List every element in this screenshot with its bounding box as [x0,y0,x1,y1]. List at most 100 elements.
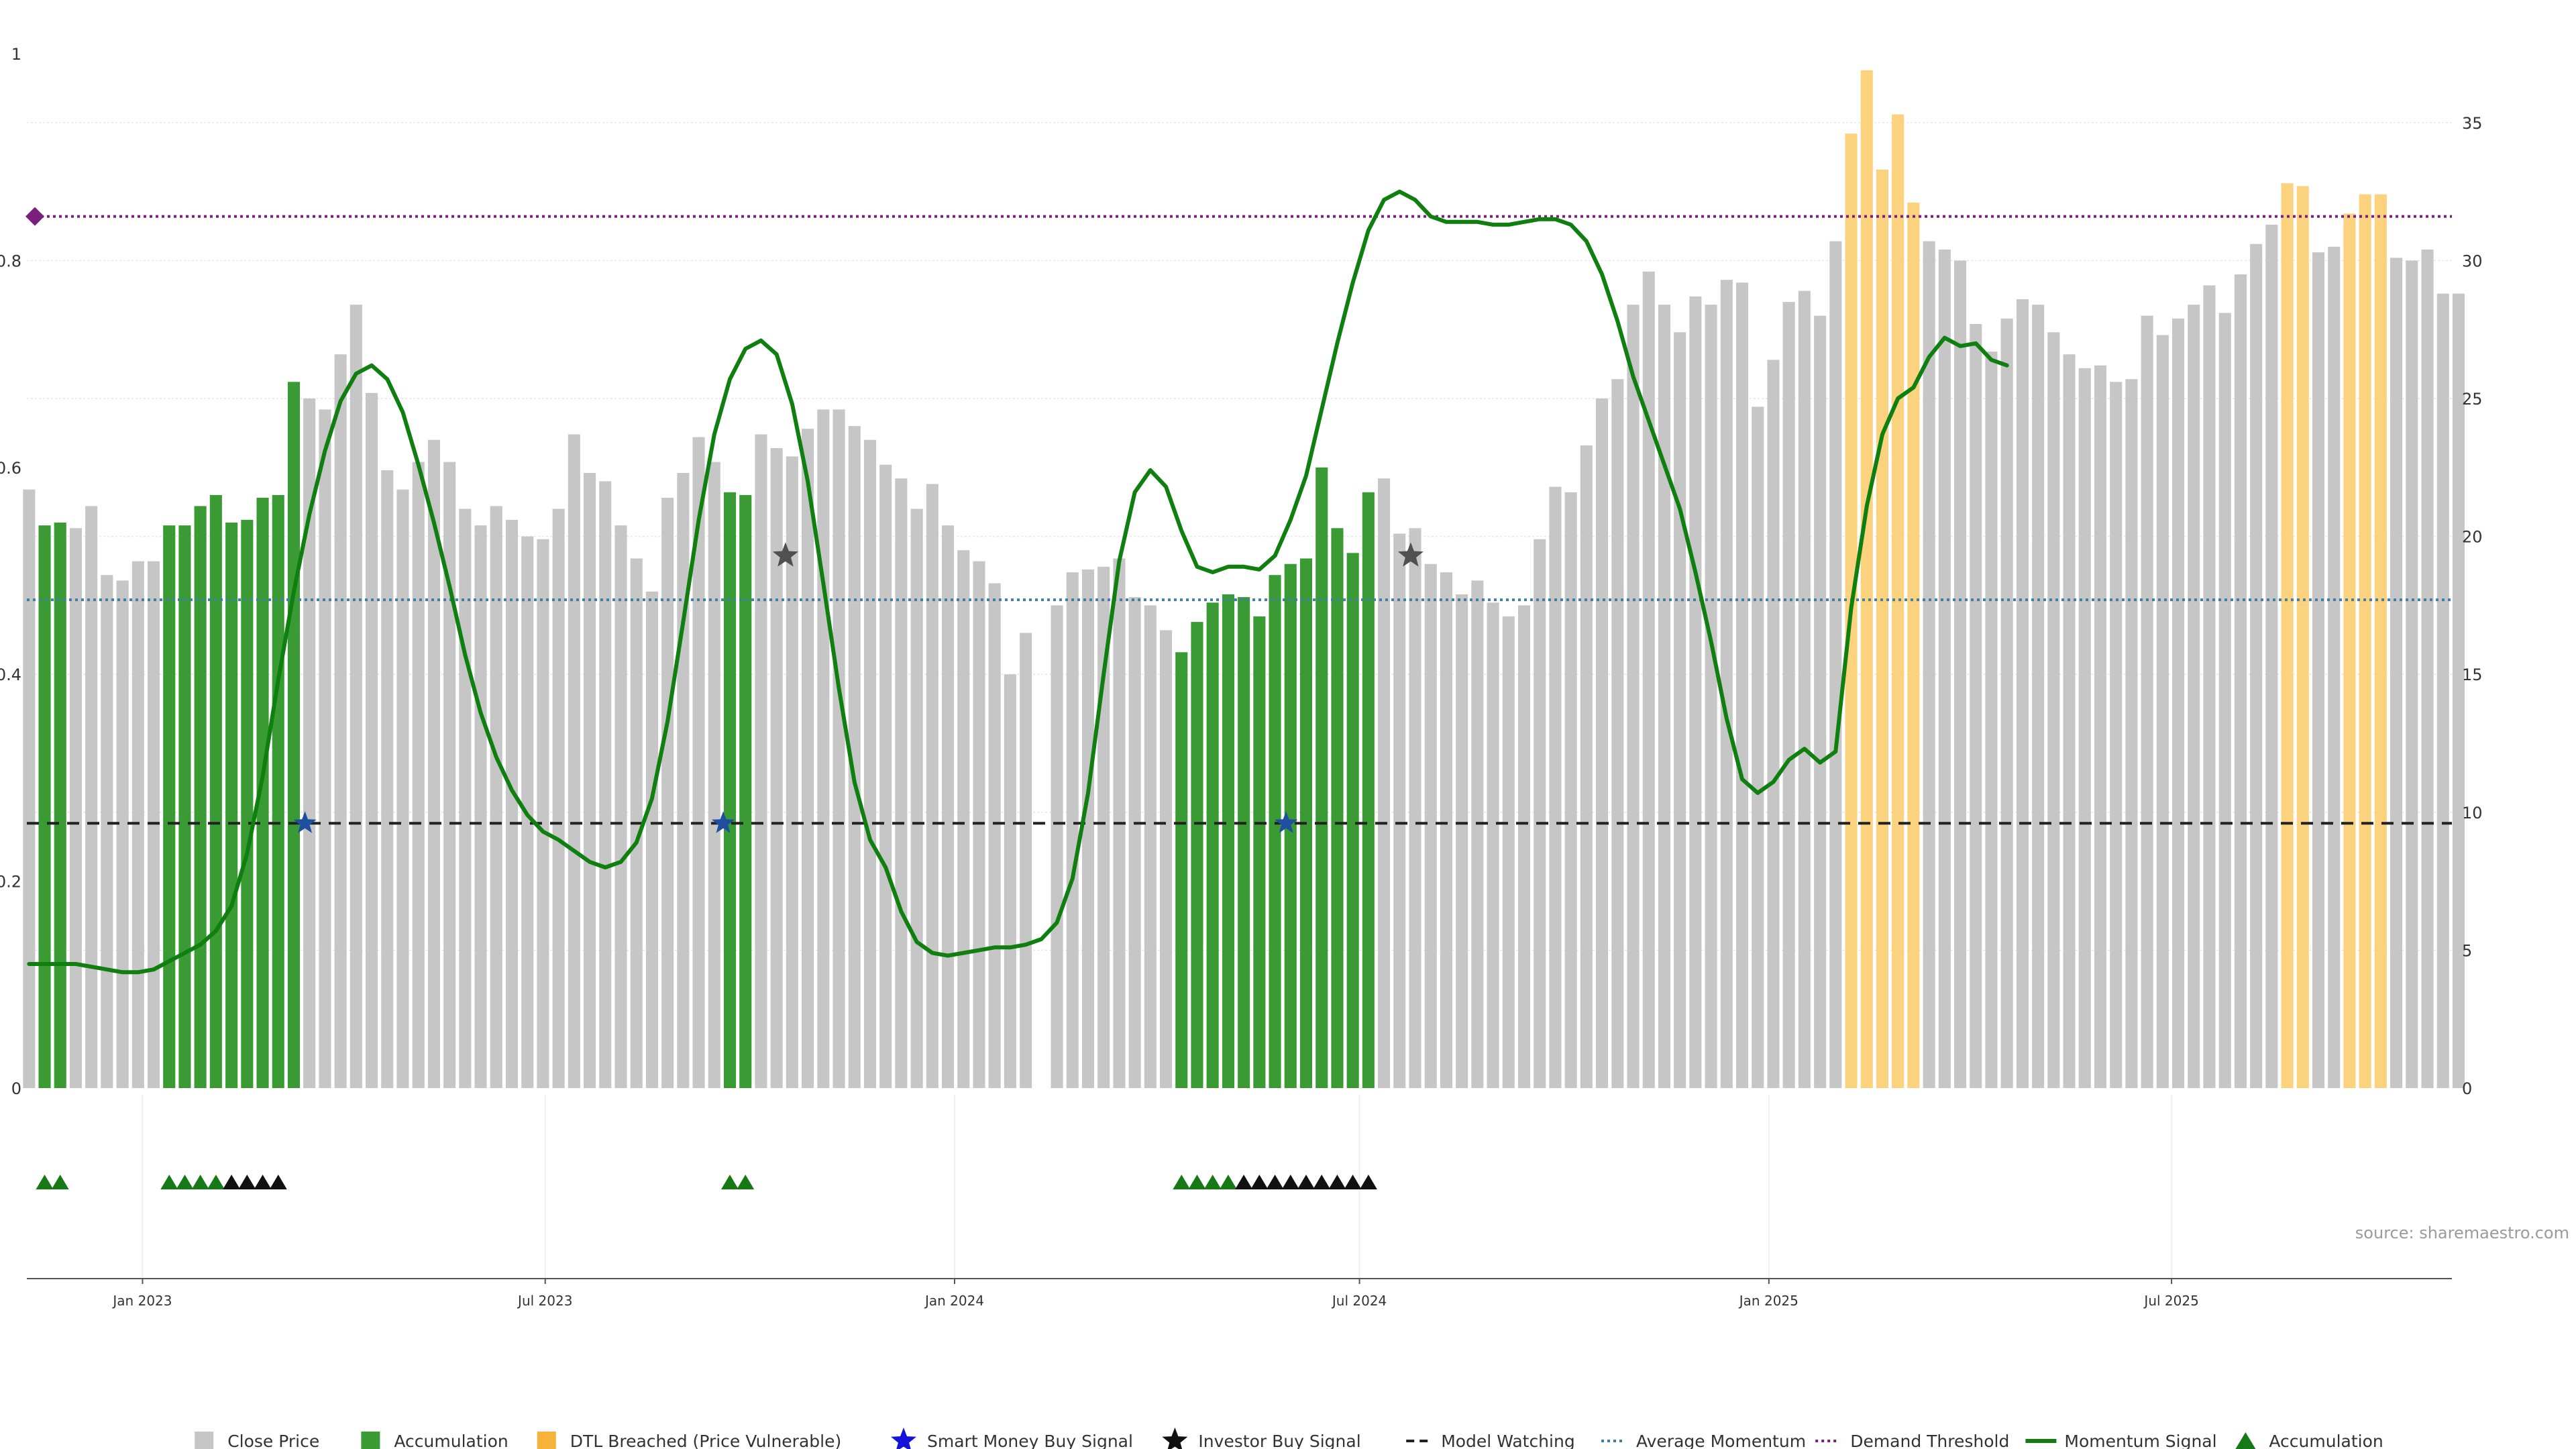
price-bar [1814,315,1827,1089]
price-bar [1440,572,1452,1088]
accumulation-marker [1219,1175,1237,1189]
dtl-bar [1907,203,1920,1088]
accumulation-bar [209,494,222,1088]
accumulation-bar [1238,597,1250,1088]
source-text: source: sharemaestro.com [2355,1224,2569,1242]
accumulation-marker [191,1175,209,1189]
price-bar [1502,616,1515,1088]
price-bar [443,462,456,1088]
accumulation-marker [160,1175,178,1189]
price-bar [2312,252,2325,1089]
price-bar [2000,318,2013,1088]
legend-swatch [537,1432,556,1449]
price-bar [973,561,985,1088]
investor-marker [1250,1175,1269,1189]
price-bar [1970,324,1982,1088]
price-bar [1674,332,1686,1088]
price-bar [895,478,908,1088]
price-bar [2188,305,2200,1089]
price-bar [319,409,331,1088]
legend-label: Momentum Signal [2064,1432,2216,1449]
accumulation-bar [194,506,207,1088]
price-bar [568,434,580,1088]
dtl-bar [2374,194,2387,1089]
price-bar [833,409,845,1088]
right-tick-label: 10 [2462,804,2483,822]
price-bar [786,456,798,1088]
price-bar [1564,492,1577,1088]
investor-marker [269,1175,287,1189]
price-bar [1798,290,1811,1089]
investor-marker [254,1175,272,1189]
left-tick-label: 0.4 [0,665,21,684]
price-bar [2110,382,2123,1088]
legend-label: Accumulation [394,1432,508,1449]
price-bar [1534,539,1546,1088]
legend-label: Model Watching [1441,1432,1575,1449]
price-bar [2016,299,2029,1088]
price-bar [1487,602,1499,1088]
investor-marker [1344,1175,1362,1189]
x-tick-label: Jan 2023 [111,1293,172,1309]
price-bar [1393,533,1406,1088]
legend-label: Smart Money Buy Signal [927,1432,1133,1449]
price-bar [1549,486,1562,1088]
price-bar [1518,605,1531,1088]
price-bar [910,508,923,1088]
left-tick-label: 1 [11,45,21,64]
right-tick-label: 20 [2462,528,2483,547]
legend-triangle-icon [2235,1432,2256,1449]
legend-star-icon [1162,1428,1188,1449]
right-tick-label: 25 [2462,390,2483,409]
price-bar [1160,630,1173,1088]
price-bar [645,591,658,1088]
price-bar [802,429,814,1088]
marker-row [36,1175,1377,1189]
price-bar [459,508,472,1088]
price-bar [2234,274,2247,1088]
price-bar [2032,305,2045,1089]
price-bar [661,498,674,1088]
demand-threshold-marker [25,207,44,226]
legend-swatch [361,1432,380,1449]
right-tick-label: 0 [2462,1079,2472,1098]
price-bar [2328,246,2341,1088]
legend-item: Accumulation [361,1432,508,1449]
right-tick-label: 30 [2462,252,2483,270]
price-bar [2203,285,2216,1088]
price-bar [2436,293,2449,1089]
legend-label: Average Momentum [1636,1432,1806,1449]
investor-marker [1359,1175,1377,1189]
legend-label: Demand Threshold [1850,1432,2009,1449]
price-bar [817,409,830,1088]
accumulation-marker [36,1175,54,1189]
price-bar [2047,332,2060,1088]
x-tick-label: Jul 2023 [517,1293,572,1309]
price-bar [1051,605,1063,1088]
right-tick-label: 5 [2462,941,2472,960]
buy-signals [293,542,1424,833]
legend-label: DTL Breached (Price Vulnerable) [570,1432,841,1449]
price-bar [1938,250,1951,1088]
accumulation-bar [1253,616,1266,1088]
price-bar [552,508,565,1088]
left-tick-label: 0.8 [0,252,21,270]
dtl-bar [2343,213,2356,1088]
accumulation-bar [287,382,300,1088]
price-bar [1378,478,1391,1088]
price-bar [412,462,425,1088]
price-bar [1456,594,1468,1088]
price-bar [69,528,82,1088]
price-bar [926,484,938,1088]
dtl-bar [2296,186,2309,1088]
price-bar [1004,674,1016,1088]
price-bar [2421,250,2434,1088]
dtl-bar [2281,183,2294,1088]
investor-marker [1328,1175,1346,1189]
price-bars [23,70,2465,1089]
price-bar [1658,305,1670,1089]
accumulation-bar [1362,492,1375,1088]
price-bar [2218,313,2231,1088]
